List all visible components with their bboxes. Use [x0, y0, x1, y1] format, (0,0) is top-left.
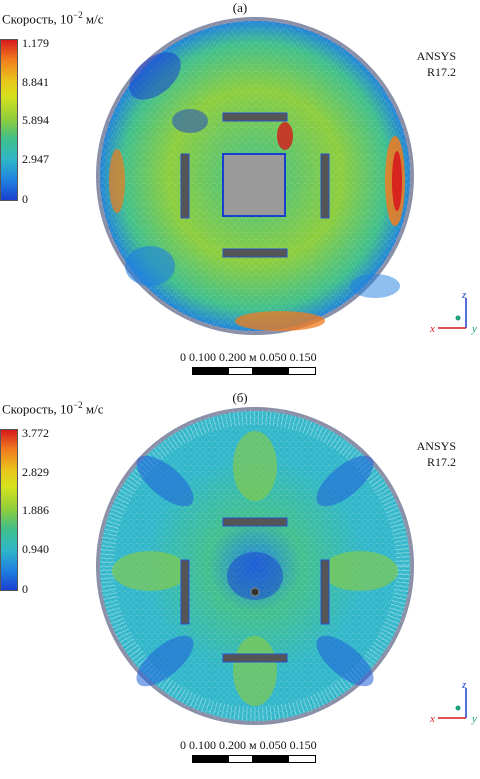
scale-label: 0.200 м: [219, 350, 257, 364]
axis-z-label: z: [461, 680, 467, 691]
axis-y-label: y: [471, 323, 477, 335]
software-label: ANSYS R17.2: [416, 439, 456, 469]
scale-label: 0.100: [189, 350, 216, 364]
scale-label: 0.150: [289, 738, 317, 752]
flow-domain-plot: [96, 407, 414, 725]
axis-z-label: z: [461, 290, 467, 301]
scale-label: 0.100: [189, 738, 216, 752]
flow-domain-plot: [96, 17, 414, 335]
legend-tick: 1.886: [22, 503, 49, 517]
scale-label: 0.200 м: [219, 738, 257, 752]
legend-tick: 3.772: [22, 426, 49, 440]
axis-y-label: y: [471, 713, 477, 725]
legend-tick: 2.829: [22, 465, 49, 479]
axis-x-label: x: [429, 713, 435, 725]
scale-label: 0.050: [259, 350, 287, 364]
legend-tick: 8.841: [22, 75, 49, 89]
color-legend-bar: [0, 39, 18, 201]
legend-tick: 0.940: [22, 542, 49, 556]
legend-tick: 1.179: [22, 36, 49, 50]
velocity-panel-b: (б) Скорость, 10−2 м/с 3.772 2.829 1.886…: [0, 390, 480, 779]
color-legend-bar: [0, 429, 18, 591]
legend-tick: 0: [22, 192, 28, 206]
panel-label: (б): [232, 390, 248, 405]
legend-title: Скорость, 10−2 м/с: [2, 10, 104, 27]
scale-bar: 0 0.100 0.200 м 0.050 0.150: [180, 350, 340, 390]
panel-label: (а): [232, 0, 248, 15]
software-label: ANSYS R17.2: [416, 49, 456, 79]
legend-title: Скорость, 10−2 м/с: [2, 400, 104, 417]
velocity-panel-a: (а) Скорость, 10−2 м/с 1.179 8.841 5.894…: [0, 0, 480, 389]
legend-tick: 2.947: [22, 152, 49, 166]
scale-label: 0: [180, 350, 186, 364]
scale-label: 0.150: [289, 350, 317, 364]
coordinate-axes-triad: z x y: [429, 290, 477, 335]
scale-label: 0.050: [259, 738, 287, 752]
legend-tick: 0: [22, 582, 28, 596]
legend-tick: 5.894: [22, 113, 49, 127]
scale-bar: 0 0.100 0.200 м 0.050 0.150: [180, 738, 340, 778]
scale-label: 0: [180, 738, 186, 752]
axis-x-label: x: [429, 323, 435, 335]
coordinate-axes-triad: z x y: [429, 680, 477, 725]
